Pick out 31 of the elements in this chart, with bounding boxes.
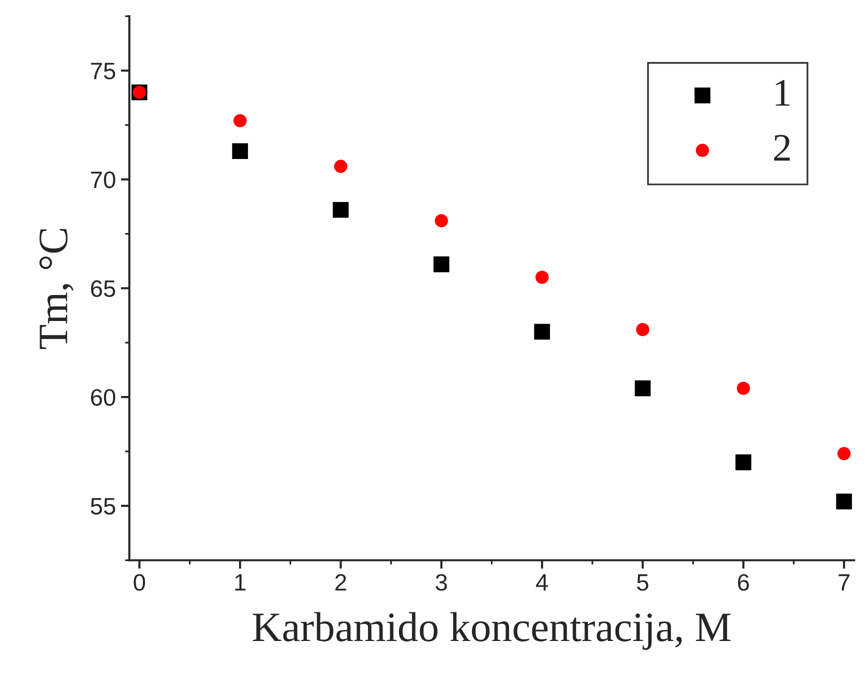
y-tick-label: 70 [91, 171, 116, 188]
point [334, 160, 348, 173]
point [332, 202, 349, 218]
point [735, 454, 752, 470]
point [434, 214, 448, 228]
legend-label: 2 [774, 134, 790, 161]
point [232, 143, 248, 160]
point [837, 447, 851, 460]
point [634, 380, 651, 396]
point [535, 270, 549, 284]
x-tick-label: 5 [637, 574, 648, 591]
point [736, 382, 750, 395]
x-tick-label: 4 [536, 574, 548, 591]
x-tick-label: 7 [838, 574, 850, 591]
point [534, 324, 550, 340]
y-tick-label: 60 [91, 389, 116, 406]
x-tick-label: 2 [335, 574, 346, 591]
x-tick-label: 6 [738, 574, 749, 591]
x-tick-label: 0 [134, 574, 146, 591]
y-tick-label: 65 [91, 280, 116, 298]
legend-label: 1 [776, 80, 790, 106]
x-axis-title: Karbamido koncentracija, M [252, 612, 731, 650]
point [433, 256, 450, 272]
y-tick-label: 75 [91, 62, 116, 80]
y-axis-title: Tm, °C [39, 228, 74, 350]
point [636, 322, 650, 336]
x-tick-label: 1 [235, 574, 246, 591]
x-tick-label: 3 [436, 574, 447, 591]
point [836, 494, 852, 510]
point [233, 114, 247, 128]
y-tick-label: 55 [90, 498, 116, 515]
